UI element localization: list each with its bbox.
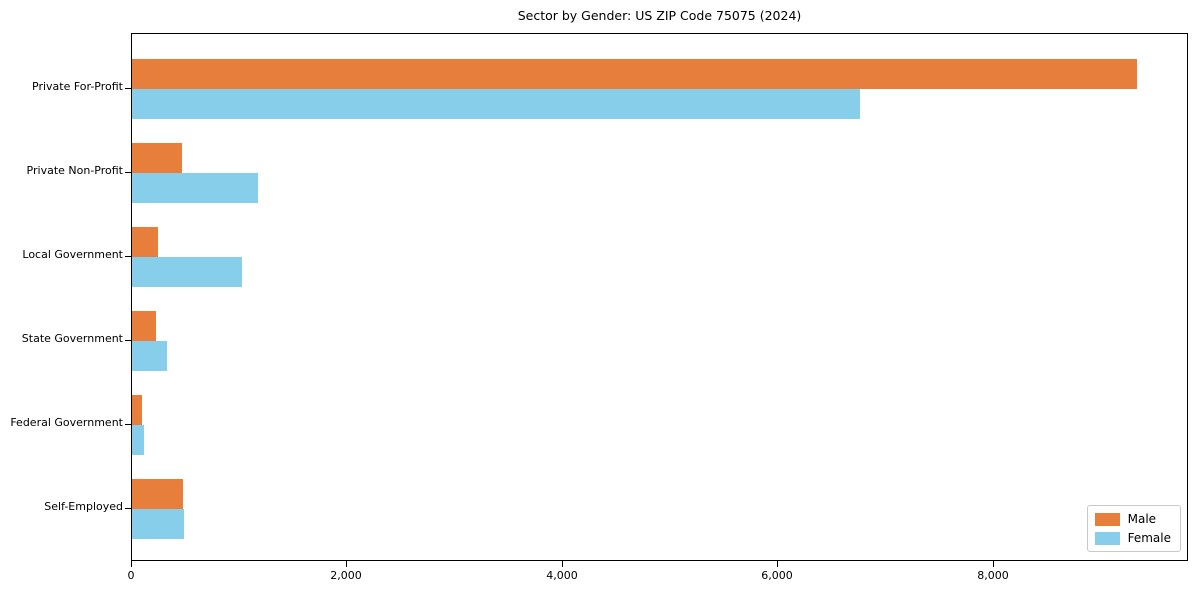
legend-label-female: Female	[1127, 531, 1171, 545]
legend-swatch-female	[1094, 531, 1120, 545]
bar-male-private-for-profit	[132, 59, 1137, 89]
plot-area: Male Female	[131, 33, 1188, 561]
bar-male-local-government	[132, 227, 158, 257]
xtick-label-0: 0	[127, 569, 135, 582]
ytick-label-self-employed: Self-Employed	[44, 500, 123, 513]
ytick-label-private-non-profit: Private Non-Profit	[26, 164, 123, 177]
xtick-mark-0	[131, 561, 132, 567]
bar-male-private-non-profit	[132, 143, 182, 173]
bar-male-self-employed	[132, 479, 183, 509]
ytick-label-local-government: Local Government	[22, 248, 123, 261]
legend-swatch-male	[1094, 512, 1120, 526]
xtick-label-8-000: 8,000	[977, 569, 1009, 582]
legend-item-female: Female	[1094, 531, 1171, 545]
bar-female-federal-government	[132, 425, 144, 455]
bar-female-state-government	[132, 341, 167, 371]
xtick-label-4-000: 4,000	[546, 569, 578, 582]
chart-title: Sector by Gender: US ZIP Code 75075 (202…	[517, 8, 802, 23]
bar-female-self-employed	[132, 509, 184, 539]
legend: Male Female	[1086, 505, 1181, 552]
bar-male-federal-government	[132, 395, 142, 425]
ytick-mark-local-government	[125, 256, 131, 257]
bar-female-private-for-profit	[132, 89, 860, 119]
bar-male-state-government	[132, 311, 156, 341]
bar-female-private-non-profit	[132, 173, 258, 203]
ytick-mark-private-for-profit	[125, 88, 131, 89]
legend-item-male: Male	[1094, 512, 1171, 526]
ytick-mark-state-government	[125, 340, 131, 341]
bar-female-local-government	[132, 257, 242, 287]
ytick-mark-private-non-profit	[125, 172, 131, 173]
xtick-mark-6-000	[777, 561, 778, 567]
xtick-label-2-000: 2,000	[330, 569, 362, 582]
ytick-label-federal-government: Federal Government	[10, 416, 123, 429]
xtick-mark-2-000	[346, 561, 347, 567]
xtick-mark-8-000	[993, 561, 994, 567]
ytick-mark-federal-government	[125, 424, 131, 425]
ytick-label-private-for-profit: Private For-Profit	[32, 80, 123, 93]
legend-label-male: Male	[1127, 512, 1157, 526]
ytick-label-state-government: State Government	[21, 332, 123, 345]
xtick-label-6-000: 6,000	[761, 569, 793, 582]
ytick-mark-self-employed	[125, 508, 131, 509]
xtick-mark-4-000	[562, 561, 563, 567]
